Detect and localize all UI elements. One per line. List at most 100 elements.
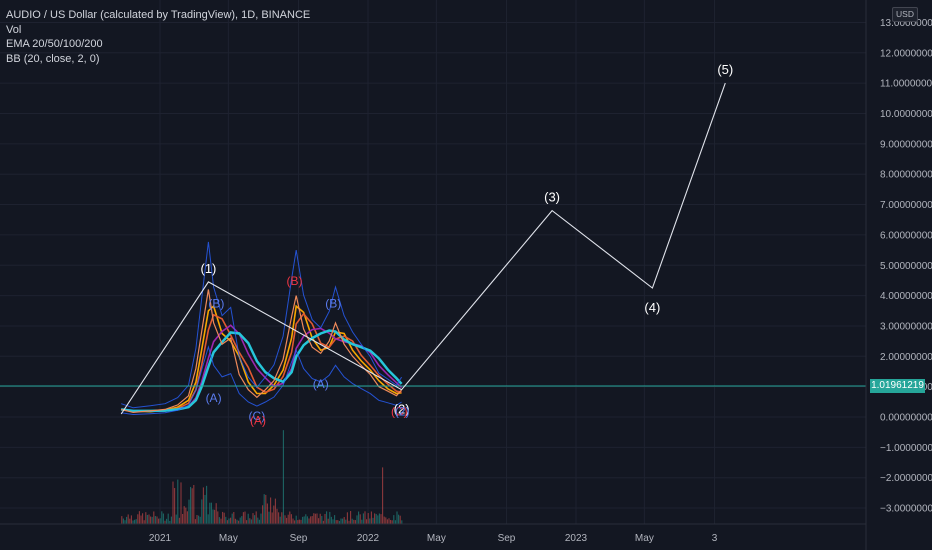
volume-bar — [346, 512, 348, 524]
volume-bar — [145, 512, 147, 524]
volume-bar — [268, 511, 270, 524]
x-tick-label: Sep — [498, 533, 516, 544]
indicator-ema[interactable]: EMA 20/50/100/200 — [6, 38, 103, 50]
volume-bar — [358, 511, 360, 524]
volume-bar — [303, 516, 305, 524]
y-tick-label: 10.00000000 — [880, 109, 932, 120]
volume-bar — [180, 482, 182, 524]
y-tick-label: 3.00000000 — [880, 321, 932, 332]
volume-bar — [378, 513, 380, 524]
bb-upper-line — [121, 241, 403, 409]
volume-bar — [215, 503, 217, 524]
chart-legend: AUDIO / US Dollar (calculated by Trading… — [6, 8, 310, 66]
volume-bar — [401, 520, 403, 524]
y-tick-label: 7.00000000 — [880, 200, 932, 211]
volume-bar — [242, 512, 244, 524]
volume-bar — [342, 518, 344, 524]
volume-bar — [318, 518, 320, 524]
volume-bar — [148, 514, 150, 524]
volume-bar — [201, 499, 203, 524]
volume-bar — [292, 518, 294, 524]
elliott-wave-line[interactable] — [120, 82, 726, 415]
volume-bar — [297, 520, 299, 524]
volume-bar — [156, 516, 158, 524]
volume-bar — [241, 516, 243, 524]
currency-badge[interactable]: USD — [892, 7, 918, 22]
wave-label-2: (2) — [394, 402, 410, 417]
volume-bar — [335, 520, 337, 524]
x-tick-label: May — [427, 533, 446, 544]
volume-bar — [151, 516, 153, 524]
volume-bar — [207, 514, 209, 524]
volume-bar — [278, 512, 280, 524]
volume-bar — [134, 519, 136, 524]
volume-bar — [310, 516, 312, 524]
symbol-title[interactable]: AUDIO / US Dollar (calculated by Trading… — [6, 9, 311, 21]
volume-bar — [311, 516, 313, 524]
volume-bar — [186, 511, 188, 524]
volume-bar — [188, 499, 190, 524]
volume-bar — [364, 511, 366, 524]
volume-bar — [353, 519, 355, 524]
sub-wave-label: (A) — [313, 377, 329, 391]
wave-labels: (1)(2)(3)(4)(5)(B)(A)(C)(A)(B)(B)(A)(C)(… — [200, 62, 733, 427]
volume-bar — [294, 520, 296, 524]
volume-bar — [172, 481, 174, 524]
indicator-bb[interactable]: BB (20, close, 2, 0) — [6, 52, 100, 65]
y-tick-label: −2.00000000 — [880, 473, 932, 484]
volume-bar — [130, 515, 132, 524]
volume-bar — [326, 511, 328, 524]
volume-bar — [350, 511, 352, 524]
volume-bar — [375, 513, 377, 524]
price-line-group — [0, 289, 866, 414]
volume-bar — [220, 518, 222, 524]
volume-bar — [250, 519, 252, 524]
volume-bar — [359, 514, 361, 524]
volume-bar — [372, 517, 374, 524]
sub-wave-label: (B) — [286, 274, 302, 288]
volume-bar — [137, 514, 139, 524]
volume-bar — [193, 484, 195, 524]
volume-bar — [394, 520, 396, 524]
volume-bar — [223, 512, 225, 524]
volume-bar — [260, 513, 262, 524]
y-tick-label: 0.00000000 — [880, 413, 932, 424]
volume-bar — [287, 514, 289, 524]
volume-bar — [332, 519, 334, 524]
volume-bar — [300, 519, 302, 524]
volume-bar — [146, 514, 148, 524]
volume-bar — [306, 516, 308, 524]
price-axis[interactable]: 13.00000000 12.00000000 11.00000000 10.0000… — [865, 0, 932, 550]
volume-bar — [308, 518, 310, 524]
volume-bar — [206, 485, 208, 524]
volume-bar — [398, 514, 400, 524]
y-tick-label: −3.00000000 — [880, 504, 932, 515]
sub-wave-label: (C) — [391, 404, 408, 418]
sub-wave-label: (2) — [395, 404, 410, 418]
volume-bar — [319, 513, 321, 524]
volume-bar — [343, 517, 345, 524]
time-axis[interactable]: 2021 May Sep 2022 May Sep 2023 May 3 — [0, 523, 866, 544]
x-tick-label: 2021 — [149, 533, 172, 544]
volume-bar — [153, 511, 155, 524]
volume-bar — [214, 509, 216, 524]
y-tick-label: 4.00000000 — [880, 291, 932, 302]
indicator-volume[interactable]: Vol — [6, 23, 22, 36]
volume-bar — [150, 516, 152, 524]
volume-bar — [132, 520, 134, 524]
volume-bar — [121, 516, 123, 524]
volume-bar — [249, 518, 251, 524]
y-tick-label: 5.00000000 — [880, 261, 932, 272]
volume-bar — [263, 494, 265, 524]
volume-bar — [327, 518, 329, 524]
sub-wave-label: (B) — [325, 297, 341, 311]
volume-bar — [233, 511, 235, 524]
volume-bar — [162, 513, 164, 524]
sub-wave-label: (A) — [250, 414, 266, 428]
chart-grid — [0, 0, 866, 524]
volume-bar — [354, 520, 356, 524]
volume-bar — [218, 517, 220, 524]
volume-bar — [265, 494, 267, 524]
volume-bar — [348, 520, 350, 524]
